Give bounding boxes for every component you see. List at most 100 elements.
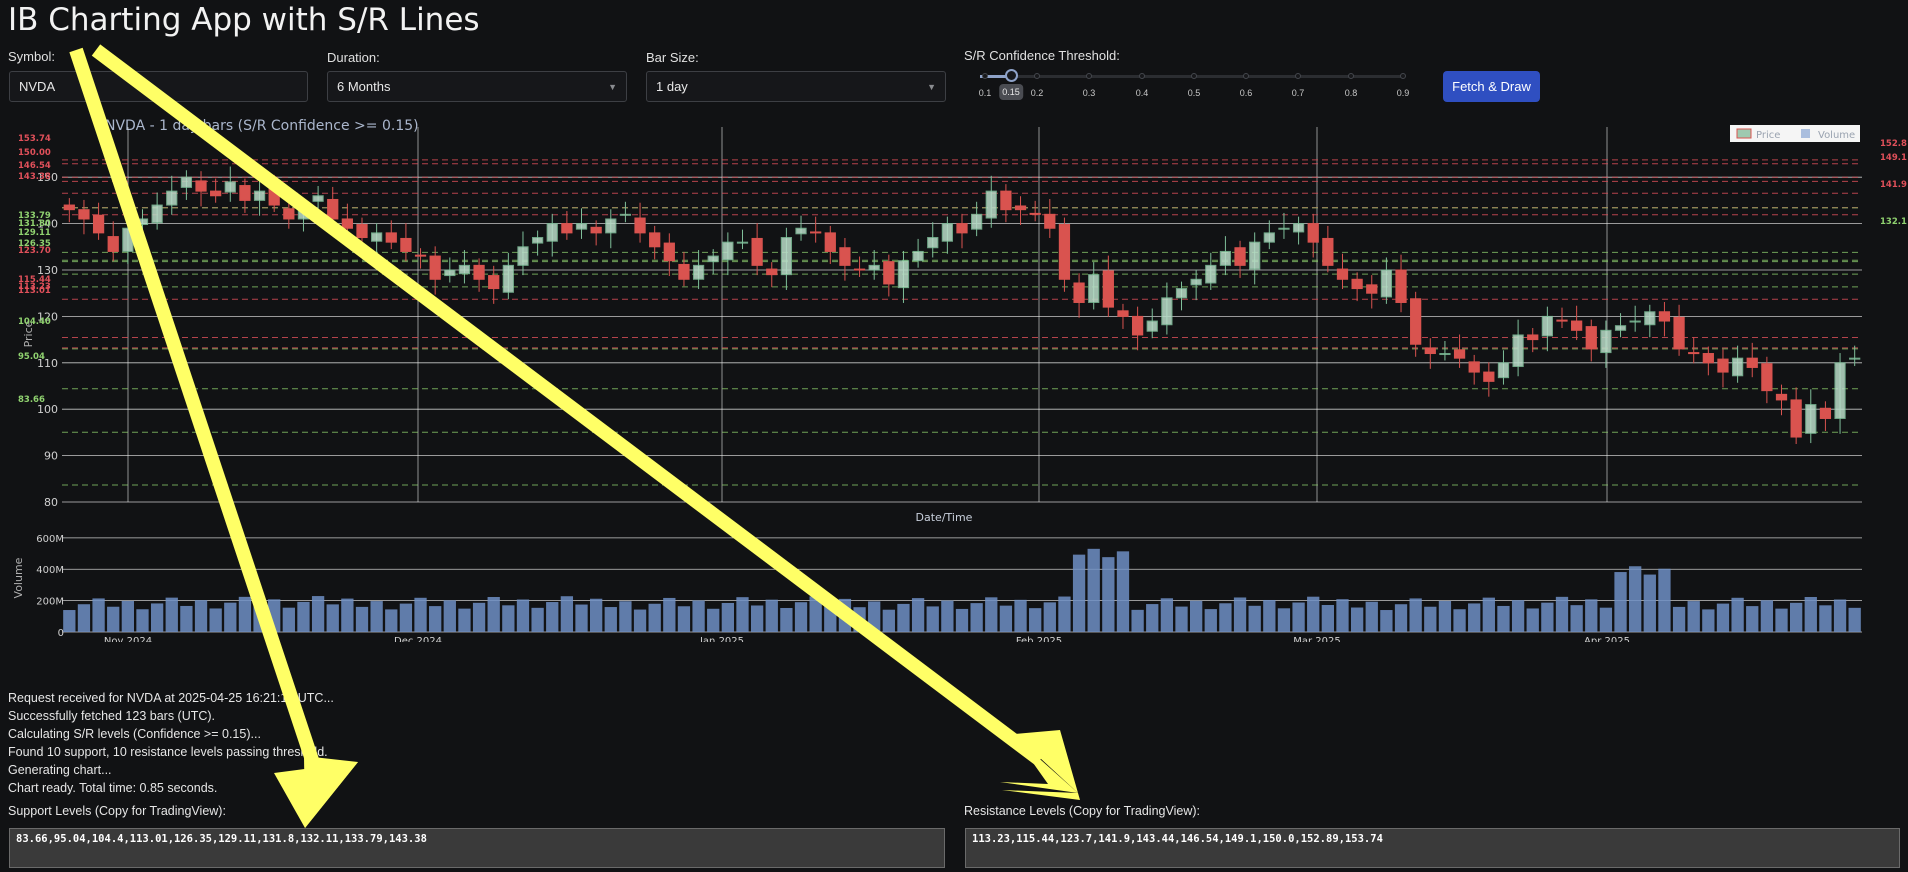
volume-bar: [1570, 605, 1583, 632]
candle-body: [1234, 247, 1246, 266]
date-tick-label: Dec 2024: [394, 636, 442, 642]
price-tick-label: 140: [37, 218, 58, 231]
slider-dot: [1295, 73, 1301, 79]
resistance-label-left: 113.01: [18, 286, 51, 296]
candle-body: [1702, 353, 1714, 364]
volume-bar: [824, 604, 837, 632]
volume-bar: [341, 598, 354, 632]
candle-body: [531, 237, 544, 244]
price-tick-label: 80: [44, 496, 58, 509]
duration-select[interactable]: 6 Months ▼: [327, 71, 627, 102]
volume-bar: [1614, 572, 1627, 632]
legend-volume-swatch: [1801, 129, 1810, 138]
volume-bar: [955, 608, 969, 632]
resistance-label-left: 143.38: [18, 172, 51, 182]
volume-bar: [853, 607, 866, 632]
volume-bar: [297, 601, 310, 632]
volume-bar: [677, 606, 691, 632]
volume-bar: [1277, 608, 1291, 632]
volume-bar: [355, 606, 369, 632]
candle-body: [766, 268, 778, 276]
volume-bar: [1175, 606, 1188, 632]
volume-bar: [1204, 609, 1217, 632]
candle-body: [253, 190, 266, 201]
candle-body: [1761, 363, 1773, 392]
volume-bar: [107, 606, 120, 632]
x-axis-label: Date/Time: [916, 511, 973, 524]
candle-body: [1307, 223, 1319, 243]
candle-body: [1834, 362, 1846, 419]
candle-body: [985, 190, 997, 219]
candle-body: [619, 213, 632, 216]
volume-bar: [1321, 605, 1334, 632]
volume-bar: [429, 606, 442, 632]
volume-bar: [1687, 601, 1700, 632]
barsize-value: 1 day: [656, 79, 688, 94]
status-line: Found 10 support, 10 resistance levels p…: [8, 745, 328, 759]
date-tick-label: Mar 2025: [1293, 636, 1341, 642]
fetch-draw-button[interactable]: Fetch & Draw: [1443, 71, 1540, 102]
candle-body: [1146, 320, 1158, 332]
volume-bar: [121, 600, 134, 632]
candle-body: [897, 260, 910, 289]
candle-body: [1117, 310, 1129, 317]
candle-body: [473, 264, 485, 280]
resistance-label-left: 115.44: [18, 275, 51, 285]
volume-bar: [1716, 603, 1730, 632]
volume-bar: [487, 597, 500, 632]
slider-dot: [1139, 73, 1145, 79]
volume-bar: [1643, 574, 1656, 632]
slider-handle[interactable]: [1005, 69, 1018, 82]
slider-mark-label: 0.3: [1082, 88, 1096, 98]
candle-body: [1805, 404, 1817, 434]
candle-body: [692, 264, 705, 280]
candle-body: [166, 190, 178, 206]
volume-bar: [1131, 609, 1144, 632]
resistance-label-right: 149.1: [1880, 153, 1907, 163]
candle-body: [414, 254, 427, 257]
candle-body: [400, 237, 412, 252]
candle-body: [1161, 297, 1173, 326]
barsize-select[interactable]: 1 day ▼: [646, 71, 946, 102]
candle-body: [1073, 282, 1085, 303]
volume-bar: [868, 601, 881, 632]
candle-body: [810, 231, 822, 234]
support-levels-textarea[interactable]: 83.66,95.04,104.4,113.01,126.35,129.11,1…: [9, 828, 945, 868]
volume-bar: [1541, 602, 1554, 632]
duration-value: 6 Months: [337, 79, 391, 94]
candle-body: [722, 241, 734, 261]
threshold-slider[interactable]: 0.1 0.15 0.2 0.3 0.4 0.5 0.6 0.7 0.8 0.9: [979, 66, 1410, 106]
resistance-levels-textarea[interactable]: 113.23,115.44,123.7,141.9,143.44,146.54,…: [965, 828, 1900, 868]
legend-price-swatch: [1736, 128, 1752, 139]
symbol-input[interactable]: [9, 71, 308, 102]
resistance-label-left: 153.74: [18, 134, 51, 144]
symbol-label: Symbol:: [8, 49, 55, 64]
volume-bar: [590, 598, 603, 632]
candle-body: [1014, 205, 1027, 211]
candle-body: [1658, 311, 1671, 322]
resistance-label-left: 113.23: [18, 282, 51, 292]
price-tick-label: 150: [37, 171, 58, 184]
candle-body: [1585, 326, 1597, 350]
candle-body: [956, 223, 968, 234]
candle-body: [488, 275, 500, 290]
app-title: IB Charting App with S/R Lines: [8, 2, 480, 38]
candle-body: [971, 213, 983, 230]
volume-bar: [1848, 607, 1861, 632]
candle-body: [912, 250, 924, 262]
volume-bar: [238, 596, 252, 632]
volume-bar: [224, 602, 237, 632]
candle-body: [707, 255, 719, 263]
volume-bar: [443, 600, 456, 632]
candle-body: [839, 247, 851, 266]
volume-bar: [1233, 597, 1247, 632]
volume-bar: [1424, 606, 1437, 632]
volume-bar: [1731, 597, 1744, 632]
slider-dot: [1034, 73, 1040, 79]
volume-axis-label: Volume: [12, 557, 25, 598]
support-label-left: 95.04: [18, 352, 45, 362]
slider-mark-label: 0.9: [1396, 88, 1410, 98]
price-tick-label: 130: [37, 264, 58, 277]
candle-body: [1322, 237, 1334, 266]
candle-body: [1600, 329, 1612, 354]
